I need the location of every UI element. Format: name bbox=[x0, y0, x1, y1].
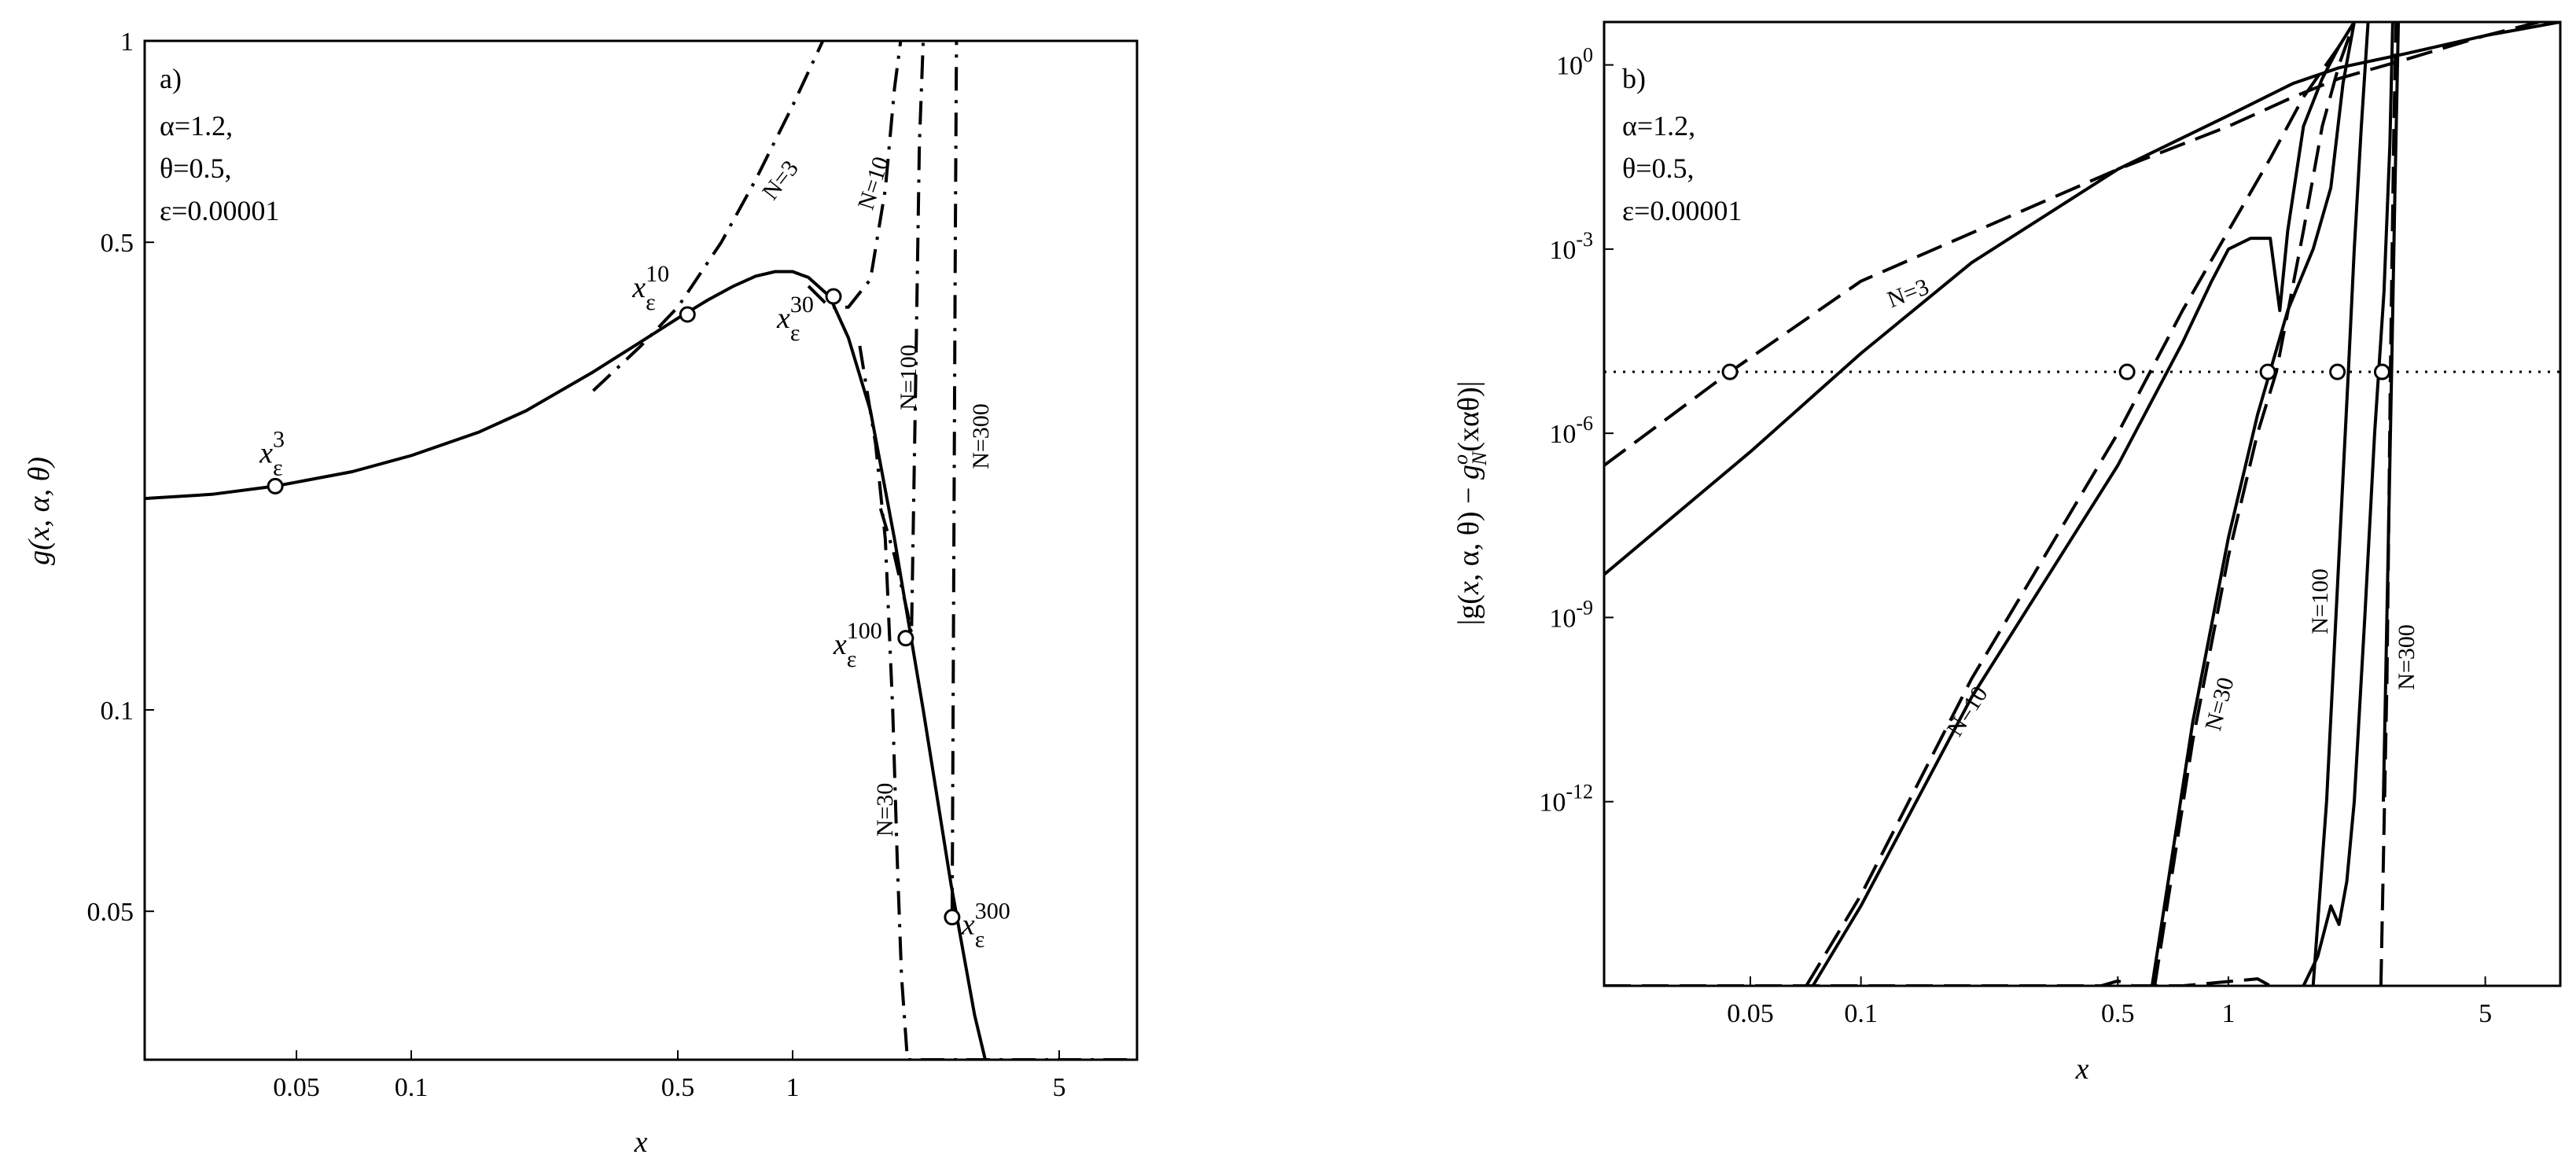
panel-b: 0.05 0.1 0.5 1 5 100 10-3 10-6 10-9 10-12 b) α=1… bbox=[1449, 20, 2562, 1086]
x-tick-label: 1 bbox=[2221, 999, 2235, 1028]
curve-label-n30-b: N=30 bbox=[2200, 675, 2239, 733]
marker-label: x300 ε bbox=[961, 899, 1010, 953]
series-line-main-10 bbox=[1604, 977, 2272, 986]
plot-frame-b bbox=[1603, 20, 2562, 987]
curve-label-n10-b: N=10 bbox=[1942, 682, 1993, 741]
ylabel-b-part1: |g( bbox=[1452, 594, 1485, 625]
y-tick-label: 10-12 bbox=[1539, 781, 1593, 818]
series-line-n-100 bbox=[2311, 22, 2370, 986]
x-tick-label: 1 bbox=[786, 1073, 800, 1102]
ylabel-b-sup: o bbox=[1449, 454, 1472, 465]
x-axis-label-b: x bbox=[2075, 1053, 2089, 1086]
param-alpha-b: α=1.2, bbox=[1622, 110, 1695, 142]
marker-point bbox=[679, 306, 696, 323]
panel-a: 0.05 0.1 0.5 1 5 0.05 0.1 0.5 1 x3 ε x10 ε x30 ε x100… bbox=[23, 28, 1139, 1159]
curve-label-n10-a: N=10 bbox=[853, 153, 895, 212]
marker-point bbox=[2373, 363, 2390, 380]
curve-label-n100-a: N=100 bbox=[896, 344, 922, 410]
curve-label-n100-b: N=100 bbox=[2307, 568, 2333, 634]
curve-label-n30-a: N=30 bbox=[872, 783, 898, 837]
panel-label-a: a) bbox=[160, 63, 182, 94]
x-axis-label-a: x bbox=[634, 1126, 648, 1159]
markers-a: x3 ε x10 ε x30 ε x100 ε x300 ε bbox=[259, 261, 1010, 953]
y-axis-label-b: |g(x, α, θ) − goN(xαθ)| bbox=[1449, 381, 1491, 626]
marker-point bbox=[1721, 363, 1739, 380]
x-tick-label: 0.5 bbox=[2101, 999, 2135, 1028]
param-theta-b: θ=0.5, bbox=[1622, 153, 1695, 184]
y-ticks-a: 0.05 0.1 0.5 1 bbox=[87, 28, 154, 927]
x-tick-label: 0.1 bbox=[395, 1073, 429, 1102]
curve-label-n300-a: N=300 bbox=[968, 403, 994, 469]
series-line-n-100 bbox=[878, 41, 926, 636]
curve-label-n300-b: N=300 bbox=[2394, 624, 2420, 690]
y-tick-label: 100 bbox=[1556, 44, 1593, 81]
x-tick-label: 5 bbox=[1053, 1073, 1066, 1102]
param-eps-a: ε=0.00001 bbox=[160, 195, 279, 226]
y-tick-label: 10-9 bbox=[1549, 596, 1593, 633]
series-a bbox=[145, 41, 1137, 1060]
y-tick-label: 10-3 bbox=[1549, 228, 1593, 265]
series-line-n-30-exact bbox=[2150, 22, 2356, 986]
marker-point bbox=[2118, 363, 2136, 380]
y-tick-label: 1 bbox=[120, 28, 134, 57]
marker-label: x3 ε bbox=[259, 426, 285, 480]
plot-frame-a bbox=[143, 39, 1139, 1061]
x-ticks-a: 0.05 0.1 0.5 1 5 bbox=[273, 1050, 1066, 1102]
curve-label-n3-b: N=3 bbox=[1884, 274, 1933, 313]
marker-point bbox=[2259, 363, 2276, 380]
marker-label: x10 ε bbox=[631, 261, 669, 315]
marker-label: x100 ε bbox=[833, 618, 882, 672]
ylabel-b-part2: x bbox=[1452, 581, 1485, 595]
ylabel-b-sub: N bbox=[1468, 450, 1491, 466]
series-line-n-30 bbox=[858, 345, 1137, 1060]
x-tick-label: 0.1 bbox=[1844, 999, 1878, 1028]
y-tick-label: 0.05 bbox=[87, 898, 134, 927]
x-tick-label: 0.05 bbox=[1727, 999, 1774, 1028]
markers-b bbox=[1721, 363, 2390, 380]
ylabel-b-part5: (xαθ)| bbox=[1452, 381, 1485, 452]
param-theta-a: θ=0.5, bbox=[160, 153, 232, 184]
x-tick-label: 0.5 bbox=[661, 1073, 695, 1102]
param-eps-b: ε=0.00001 bbox=[1622, 195, 1742, 226]
marker-label: x30 ε bbox=[776, 292, 814, 346]
series-line-n-10-exact bbox=[1811, 22, 2356, 986]
x-ticks-b: 0.05 0.1 0.5 1 5 bbox=[1727, 976, 2492, 1028]
y-ticks-b: 100 10-3 10-6 10-9 10-12 bbox=[1539, 44, 1614, 818]
y-tick-label: 0.5 bbox=[101, 229, 134, 258]
ylabel-b-part4: g bbox=[1452, 465, 1485, 480]
marker-point bbox=[944, 909, 961, 926]
series-line-main-1 bbox=[1604, 22, 2560, 576]
series-line-n-300 bbox=[950, 41, 959, 912]
series-line-main-0 bbox=[145, 270, 987, 1060]
marker-point bbox=[825, 288, 842, 305]
x-tick-label: 5 bbox=[2478, 999, 2492, 1028]
series-line-n-30 bbox=[2153, 22, 2356, 986]
marker-point bbox=[897, 630, 914, 647]
panel-label-b: b) bbox=[1622, 63, 1646, 94]
y-tick-label: 0.1 bbox=[101, 697, 134, 726]
series-b bbox=[1604, 22, 2560, 986]
ylabel-b-part3: , α, θ) − bbox=[1452, 480, 1485, 581]
y-tick-label: 10-6 bbox=[1549, 412, 1593, 449]
series-line-n-3 bbox=[1604, 22, 2540, 467]
y-axis-label-a: g(x, α, θ) bbox=[23, 457, 56, 565]
series-line-n-300-exact bbox=[2382, 22, 2401, 802]
marker-point bbox=[2329, 363, 2346, 380]
series-line-n-10 bbox=[807, 41, 903, 309]
param-alpha-a: α=1.2, bbox=[160, 110, 233, 142]
series-line-n-3 bbox=[592, 41, 825, 392]
marker-point bbox=[267, 477, 284, 494]
series-line-n-100-exact bbox=[2302, 22, 2394, 986]
series-line-n-10 bbox=[1805, 22, 2356, 986]
x-tick-label: 0.05 bbox=[273, 1073, 320, 1102]
